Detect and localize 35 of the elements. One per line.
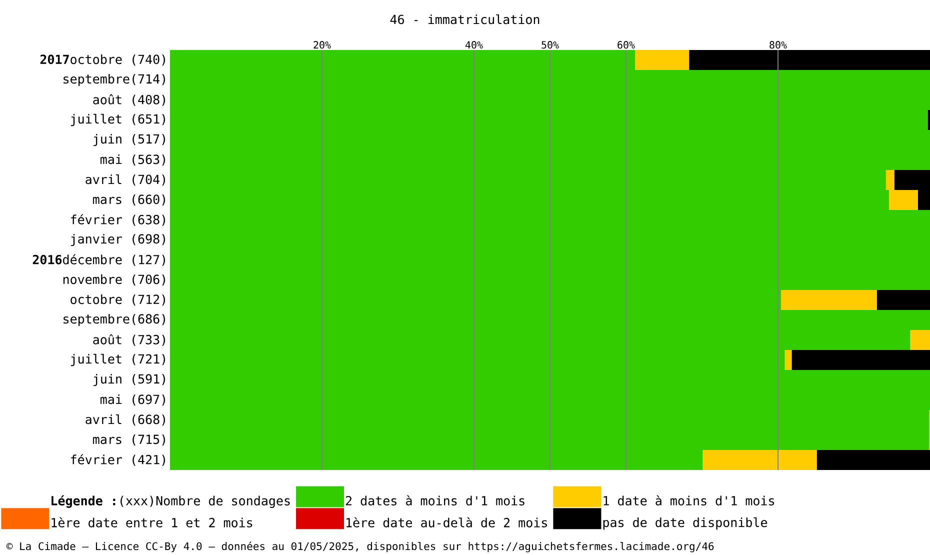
text: © La Cimade — Licence CC-By 4.0 — données au 01/05/2025, disponibles sur https://aguichetsfermes.lacimade.org/46 — [6, 542, 714, 552]
y-tick-label: juillet (651) — [70, 114, 166, 126]
legend-title: Légende : — [52, 495, 116, 508]
text: (xxx)Nombre de sondages — [120, 496, 290, 508]
x-tick-label: 20% — [314, 41, 331, 49]
y-tick-label: avril (704) — [86, 174, 166, 186]
y-tick-label: 2017octobre (740) — [40, 54, 166, 66]
y-tick-label: janvier (698) — [70, 234, 166, 246]
y-tick-label: février (421) — [70, 454, 166, 466]
chart-title: 46 - immatriculation — [390, 14, 540, 24]
y-tick-label: novembre (706) — [63, 274, 166, 286]
y-tick-label: mars (660) — [93, 194, 166, 206]
y-tick-label: avril (668) — [86, 414, 166, 426]
y-tick-label: septembre(686) — [64, 314, 166, 326]
y-tick-label: mars (715) — [93, 434, 166, 446]
legend-label: pas de date disponible — [603, 517, 768, 530]
y-tick-label: août (733) — [93, 334, 166, 346]
legend-label: 2 dates à moins d'1 mois — [346, 495, 524, 506]
y-tick-label: 2016décembre (127) — [32, 254, 166, 266]
y-tick-label: août (408) — [93, 94, 166, 106]
y-tick-label: mai (697) — [100, 394, 166, 406]
legend-label: 1ère date au-delà de 2 mois — [346, 517, 547, 528]
legend-label: 1ère date entre 1 et 2 mois — [52, 517, 252, 528]
legend-label: 1 date à moins d'1 mois — [604, 495, 774, 506]
x-tick-label: 60% — [618, 41, 635, 49]
y-tick-label: juin (591) — [94, 374, 166, 386]
x-tick-label: 80% — [770, 41, 787, 49]
x-tick-label: 50% — [542, 41, 559, 49]
y-tick-label: octobre (712) — [70, 294, 166, 306]
x-tick-label: 40% — [465, 41, 483, 49]
y-tick-label: juin (517) — [94, 134, 166, 146]
y-tick-label: mai (563) — [100, 154, 166, 166]
y-tick-label: juillet (721) — [70, 354, 166, 366]
y-tick-label: septembre(714) — [64, 74, 166, 86]
y-tick-label: février (638) — [70, 214, 166, 226]
